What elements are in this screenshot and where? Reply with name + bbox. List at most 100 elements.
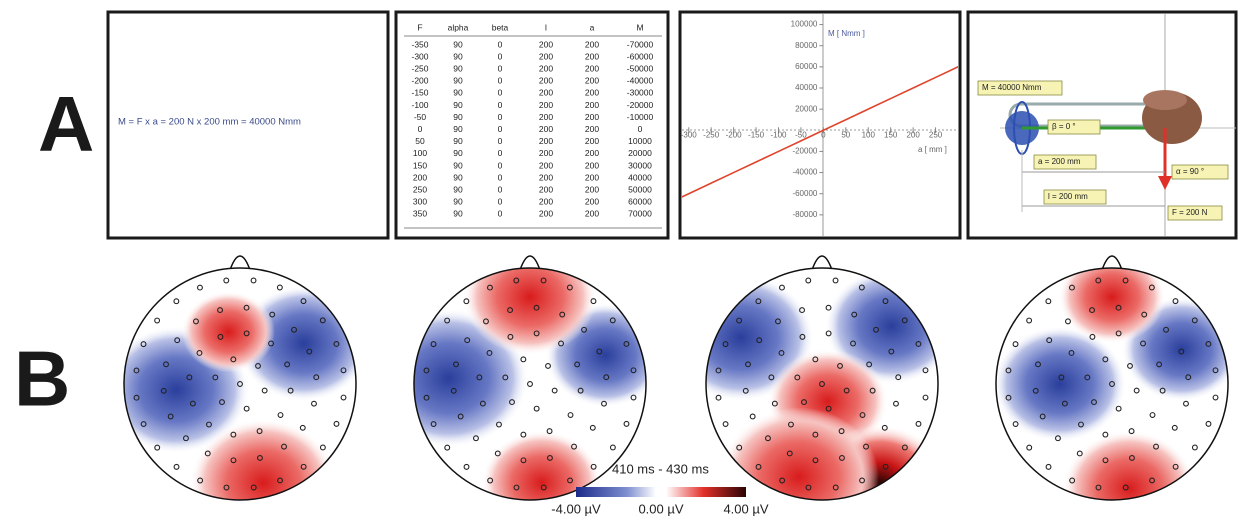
figure: A B M = F x a = 200 N x 200 mm = 40000 N… bbox=[0, 0, 1244, 520]
table-cell: 0 bbox=[498, 88, 503, 98]
table-header: a bbox=[590, 22, 595, 32]
table-cell: 0 bbox=[498, 63, 503, 73]
topomap bbox=[369, 239, 666, 520]
table-cell: 0 bbox=[638, 124, 643, 134]
table-cell: 90 bbox=[453, 172, 463, 182]
y-tick-label: 20000 bbox=[795, 104, 818, 113]
table-cell: -10000 bbox=[627, 112, 654, 122]
table-cell: 100 bbox=[413, 148, 427, 158]
table-cell: 200 bbox=[539, 76, 553, 86]
table-cell: 0 bbox=[498, 184, 503, 194]
table-cell: 200 bbox=[539, 88, 553, 98]
table-cell: 90 bbox=[453, 184, 463, 194]
table-header: l bbox=[545, 22, 547, 32]
table-cell: 0 bbox=[498, 76, 503, 86]
y-tick-label: 80000 bbox=[795, 41, 818, 50]
table-cell: 200 bbox=[413, 172, 427, 182]
diagram-label: α = 90 ° bbox=[1176, 167, 1204, 176]
table-cell: 90 bbox=[453, 63, 463, 73]
table-cell: 200 bbox=[585, 112, 599, 122]
table-cell: 0 bbox=[498, 197, 503, 207]
diagram-label: M = 40000 Nmm bbox=[982, 83, 1042, 92]
table-cell: 90 bbox=[453, 136, 463, 146]
table-cell: 200 bbox=[585, 76, 599, 86]
table-cell: -150 bbox=[411, 88, 428, 98]
table-cell: 200 bbox=[539, 124, 553, 134]
table-header: alpha bbox=[448, 22, 469, 32]
table-cell: 200 bbox=[585, 100, 599, 110]
potential-field bbox=[369, 239, 666, 520]
x-tick-label: -150 bbox=[748, 130, 765, 139]
table-cell: 300 bbox=[413, 197, 427, 207]
diagram-label: l = 200 mm bbox=[1048, 192, 1088, 201]
table-cell: 150 bbox=[413, 160, 427, 170]
formula: M = F x a = 200 N x 200 mm = 40000 Nmm bbox=[118, 117, 301, 128]
table-cell: -350 bbox=[411, 39, 428, 49]
diagram-label: F = 200 N bbox=[1172, 208, 1208, 217]
table-cell: -20000 bbox=[627, 100, 654, 110]
table-cell: 200 bbox=[585, 39, 599, 49]
x-tick-label: 200 bbox=[906, 130, 920, 139]
colorbar-label: 0.00 µV bbox=[638, 501, 683, 516]
x-tick-label: -300 bbox=[681, 130, 698, 139]
table-cell: -70000 bbox=[627, 39, 654, 49]
table-cell: 200 bbox=[585, 51, 599, 61]
table-cell: -40000 bbox=[627, 76, 654, 86]
table-cell: 90 bbox=[453, 197, 463, 207]
table-cell: 90 bbox=[453, 209, 463, 219]
x-tick-label: 50 bbox=[841, 130, 850, 139]
y-tick-label: -40000 bbox=[792, 168, 817, 177]
table-cell: 10000 bbox=[628, 136, 652, 146]
table-cell: 200 bbox=[539, 148, 553, 158]
table-cell: 60000 bbox=[628, 197, 652, 207]
y-tick-label: -80000 bbox=[792, 210, 817, 219]
table-cell: 250 bbox=[413, 184, 427, 194]
diagram-label: a = 200 mm bbox=[1038, 157, 1081, 166]
table-cell: -50 bbox=[414, 112, 427, 122]
table-cell: 90 bbox=[453, 51, 463, 61]
panel-label: B bbox=[14, 335, 70, 423]
table-cell: 0 bbox=[498, 136, 503, 146]
table-cell: 200 bbox=[539, 160, 553, 170]
table-cell: 200 bbox=[585, 209, 599, 219]
table-cell: 90 bbox=[453, 100, 463, 110]
x-tick-label: -250 bbox=[703, 130, 720, 139]
table-cell: 200 bbox=[539, 209, 553, 219]
table-cell: -250 bbox=[411, 63, 428, 73]
table-cell: 0 bbox=[498, 100, 503, 110]
table-cell: 350 bbox=[413, 209, 427, 219]
table-cell: -300 bbox=[411, 51, 428, 61]
table-cell: -50000 bbox=[627, 63, 654, 73]
table-cell: 30000 bbox=[628, 160, 652, 170]
table-cell: 90 bbox=[453, 39, 463, 49]
table-cell: 200 bbox=[585, 88, 599, 98]
diagram-label: β = 0 ° bbox=[1052, 122, 1076, 131]
table-cell: 90 bbox=[453, 148, 463, 158]
x-tick-label: 250 bbox=[929, 130, 943, 139]
table-cell: 90 bbox=[453, 112, 463, 122]
y-tick-label: -60000 bbox=[792, 189, 817, 198]
table-cell: 0 bbox=[498, 148, 503, 158]
y-tick-label: 40000 bbox=[795, 83, 818, 92]
table-cell: 200 bbox=[585, 160, 599, 170]
table-cell: 200 bbox=[585, 197, 599, 207]
table-cell: 50000 bbox=[628, 184, 652, 194]
table-cell: 200 bbox=[539, 197, 553, 207]
table-cell: 90 bbox=[453, 160, 463, 170]
table-cell: 50 bbox=[415, 136, 425, 146]
colorbar-label: 4.00 µV bbox=[723, 501, 768, 516]
table-header: beta bbox=[492, 22, 509, 32]
y-tick-label: -20000 bbox=[792, 147, 817, 156]
table-cell: 200 bbox=[539, 39, 553, 49]
table-cell: 0 bbox=[498, 51, 503, 61]
colorbar bbox=[576, 487, 746, 497]
table-cell: 0 bbox=[418, 124, 423, 134]
table-header: F bbox=[417, 22, 422, 32]
table-cell: -60000 bbox=[627, 51, 654, 61]
colorbar-label: -4.00 µV bbox=[551, 501, 601, 516]
topomap bbox=[993, 251, 1242, 520]
table-cell: 200 bbox=[585, 136, 599, 146]
x-tick-label: -100 bbox=[770, 130, 787, 139]
x-tick-label: 150 bbox=[884, 130, 898, 139]
table-cell: 200 bbox=[539, 136, 553, 146]
